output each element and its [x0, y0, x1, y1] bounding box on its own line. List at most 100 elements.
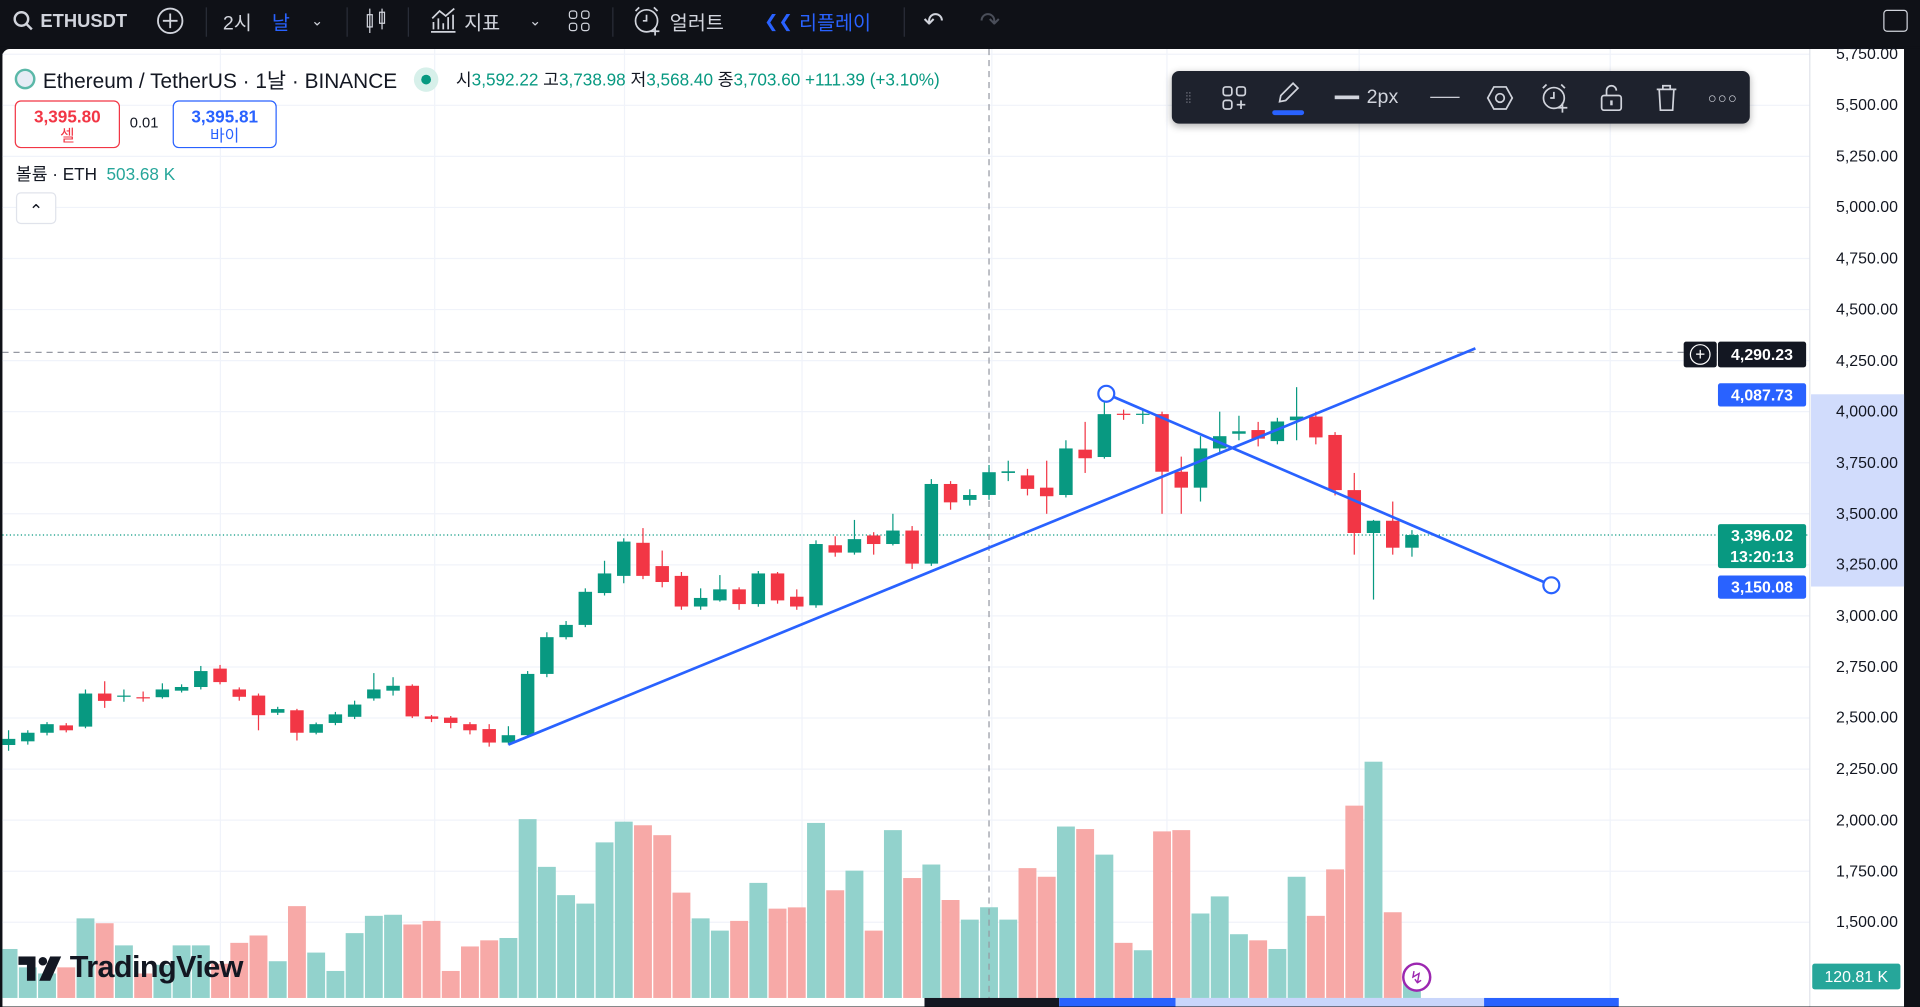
symbol-search[interactable]: ETHUSDT — [12, 0, 127, 42]
chart-pane[interactable] — [2, 48, 1905, 1007]
volume-bar — [730, 920, 749, 998]
selected-line-axis-highlight — [1811, 394, 1905, 587]
interval-2h-button[interactable]: 2시 — [223, 0, 252, 42]
close-value: 3,703.60 — [733, 69, 801, 89]
alarm-clock-plus-icon — [1542, 83, 1568, 113]
candles — [2, 387, 1419, 751]
drag-handle-icon[interactable]: ⁞⁞ — [1184, 88, 1192, 106]
volume-bar — [1383, 912, 1402, 998]
candle-body — [674, 575, 689, 607]
volume-bar — [172, 945, 191, 998]
candle-body — [97, 693, 112, 701]
lightning-event-icon[interactable]: ↯ — [1402, 962, 1432, 992]
volume-bar — [249, 935, 268, 998]
candle-body — [520, 673, 535, 736]
price-tick-label: 5,000.00 — [1835, 197, 1898, 216]
price-tick-label: 4,250.00 — [1835, 350, 1898, 370]
symbol-title[interactable]: Ethereum / TetherUS · 1날 · BINANCE — [42, 69, 398, 94]
candle-body — [1328, 434, 1342, 491]
drawings[interactable] — [507, 347, 1561, 746]
last-price-tag: 3,396.02 13:20:13 — [1717, 524, 1807, 569]
interval-1d-label: 날 — [271, 13, 290, 35]
price-tick-label: 2,500.00 — [1835, 708, 1898, 727]
price-tick-label: 5,250.00 — [1835, 146, 1898, 165]
tradingview-logo-icon — [18, 955, 62, 981]
volume-bar — [1037, 876, 1056, 998]
volume-bar — [807, 822, 825, 998]
candle-body — [1001, 471, 1015, 473]
lock-button[interactable] — [1596, 71, 1628, 124]
candle-body — [501, 735, 516, 743]
candle-body — [1251, 430, 1265, 439]
indicators-button[interactable]: 지표 — [429, 0, 500, 42]
buy-button[interactable]: 3,395.81 바이 — [172, 100, 277, 149]
replay-button[interactable]: ❮❮ 리플레이 — [764, 0, 871, 42]
settings-button[interactable] — [1483, 71, 1517, 124]
price-tick-label: 2,750.00 — [1835, 657, 1898, 676]
drawing-toolbar: ⁞⁞ 2px ○○○ — [1171, 71, 1750, 124]
candle-body — [693, 597, 708, 607]
volume-bar — [1230, 934, 1248, 998]
redo-button[interactable]: ↷ — [980, 0, 1001, 42]
volume-bar — [1076, 829, 1095, 998]
tradingview-logo[interactable]: TradingView — [18, 950, 243, 986]
volume-bar — [1191, 913, 1210, 998]
compare-symbol-button[interactable] — [156, 0, 185, 42]
line-width-button[interactable]: 2px — [1329, 71, 1405, 124]
templates-button[interactable] — [1216, 71, 1253, 124]
volume-bar — [1364, 761, 1383, 998]
delete-button[interactable] — [1651, 71, 1683, 124]
price-tick-label: 4,750.00 — [1835, 248, 1898, 268]
candle-body — [1386, 520, 1400, 548]
candle-body — [213, 668, 227, 683]
volume-bar — [941, 900, 960, 998]
volume-bar — [1095, 854, 1114, 998]
layouts-button[interactable] — [567, 0, 591, 42]
volume-bar — [211, 963, 229, 998]
collapse-legend-button[interactable]: ⌃ — [15, 192, 57, 225]
price-tick-label: 4,500.00 — [1835, 299, 1898, 319]
undo-button[interactable]: ↶ — [923, 0, 944, 42]
trend-line-handle — [1097, 384, 1116, 403]
trend-line — [507, 347, 1476, 746]
candle-body — [886, 530, 900, 545]
sell-button[interactable]: 3,395.80 셀 — [14, 100, 121, 149]
bar-countdown: 13:20:13 — [1730, 547, 1794, 566]
settings-hexagon-icon — [1486, 85, 1514, 110]
chevron-down-icon: ⌄ — [311, 12, 324, 30]
open-value: 3,592.22 — [471, 69, 539, 89]
add-alert-button[interactable] — [1538, 71, 1572, 124]
line-color-button[interactable] — [1270, 71, 1307, 124]
alert-button[interactable]: 얼러트 — [632, 0, 724, 42]
volume-bar — [883, 830, 902, 998]
alert-label: 얼러트 — [669, 13, 724, 35]
volume-bar — [403, 924, 422, 998]
line-style-button[interactable] — [1429, 71, 1461, 124]
grid — [2, 48, 1811, 1007]
candle-body — [1193, 448, 1208, 488]
volume-bar — [384, 914, 403, 998]
line-top-price-tag: 4,087.73 — [1717, 383, 1807, 407]
bottom-scale-strips — [924, 997, 1619, 1007]
top-toolbar: ETHUSDT 2시 날 ⌄ 지표 ⌄ 얼러트 ❮❮ 리플레이 ↶ ↷ — [0, 0, 1920, 47]
market-open-status-icon — [414, 66, 439, 92]
interval-1d-button[interactable]: 날 — [272, 0, 290, 42]
chart-type-button[interactable] — [365, 0, 387, 42]
interval-dropdown[interactable]: ⌄ — [311, 0, 323, 42]
volume-bar — [422, 920, 441, 998]
candle-body — [1116, 413, 1131, 415]
volume-bar — [710, 930, 729, 998]
volume-bars — [2, 761, 1421, 998]
volume-bar — [537, 866, 556, 998]
fullscreen-button[interactable] — [1883, 0, 1908, 42]
candle-body — [59, 725, 73, 731]
add-alert-at-price-button[interactable]: + — [1683, 341, 1717, 368]
trend-line — [1105, 392, 1552, 587]
more-button[interactable]: ○○○ — [1706, 71, 1740, 124]
indicators-dropdown[interactable]: ⌄ — [529, 0, 541, 42]
volume-bar — [1133, 950, 1152, 998]
volume-bar — [114, 945, 133, 998]
candle-body — [232, 689, 247, 697]
low-label: 저 — [630, 69, 647, 89]
